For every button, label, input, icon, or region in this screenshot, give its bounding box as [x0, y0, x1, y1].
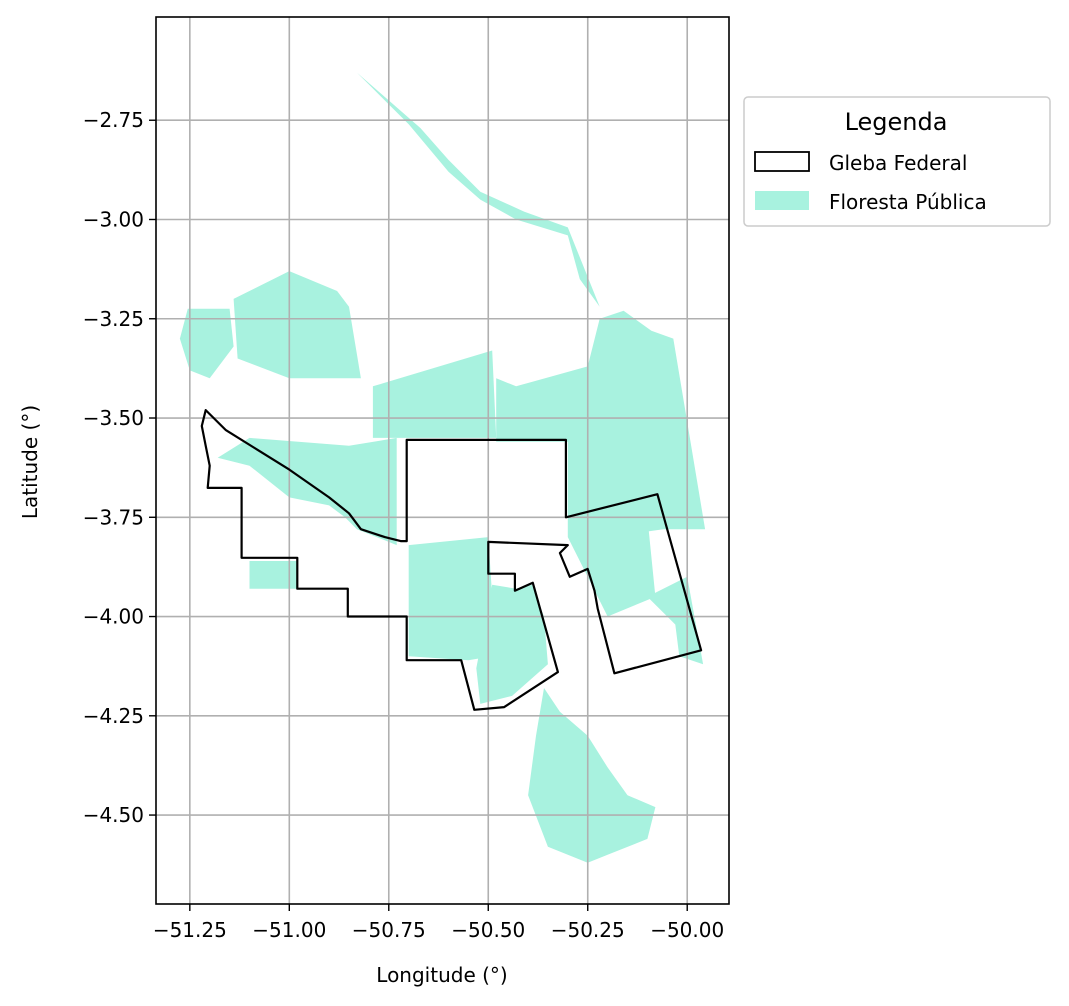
legend-title: Legenda [845, 108, 948, 136]
x-tick-label-3: −50.50 [451, 918, 525, 942]
floresta-publica-area-2 [233, 271, 361, 379]
legend-swatch-gleba-federal [754, 151, 810, 172]
floresta-publica-area-5 [356, 72, 600, 307]
y-tick-label-7: −4.50 [83, 803, 144, 827]
legend-label-gleba-federal: Gleba Federal [829, 151, 967, 175]
floresta-publica-area-4 [496, 310, 706, 538]
floresta-publica-area-12 [528, 688, 656, 863]
legend: Legenda Gleba Federal Floresta Pública [743, 96, 1051, 227]
plot-area-frame [155, 16, 730, 905]
y-axis-ticks: −2.75 −3.00 −3.25 −3.50 −3.75 −4.00 −4.25 −4.50 [83, 108, 156, 827]
floresta-publica-area-8 [408, 537, 493, 661]
floresta-publica-area-1 [179, 308, 234, 379]
floresta-publica-area-10 [567, 505, 656, 617]
floresta-publica-area-11 [647, 576, 704, 665]
x-axis-ticks: −51.25 −51.00 −50.75 −50.50 −50.25 −50.00 [153, 904, 724, 942]
floresta-publica-area-9 [476, 584, 548, 704]
y-tick-label-6: −4.25 [83, 704, 144, 728]
x-tick-label-0: −51.25 [153, 918, 227, 942]
floresta-publica-area-3 [372, 350, 497, 438]
y-tick-label-3: −3.50 [83, 406, 144, 430]
y-tick-label-0: −2.75 [83, 108, 144, 132]
x-tick-label-4: −50.25 [551, 918, 625, 942]
x-axis-label: Longitude (°) [376, 963, 507, 987]
y-tick-label-1: −3.00 [83, 207, 144, 231]
y-tick-label-4: −3.75 [83, 505, 144, 529]
floresta-publica-area-6 [217, 437, 397, 546]
gleba-federal-boundary [200, 409, 703, 711]
y-axis-label: Latitude (°) [18, 405, 42, 519]
legend-swatch-floresta-publica [755, 191, 809, 210]
y-tick-label-5: −4.00 [83, 605, 144, 629]
floresta-publica-area-7 [249, 561, 298, 589]
x-tick-label-1: −51.00 [252, 918, 326, 942]
grid-layer [156, 17, 729, 904]
gleba-federal-layer [200, 409, 703, 711]
x-tick-label-2: −50.75 [352, 918, 426, 942]
y-tick-label-2: −3.25 [83, 307, 144, 331]
x-tick-label-5: −50.00 [650, 918, 724, 942]
legend-label-floresta-publica: Floresta Pública [829, 190, 987, 214]
floresta-publica-layer [179, 72, 706, 863]
legend-frame [743, 96, 1051, 227]
